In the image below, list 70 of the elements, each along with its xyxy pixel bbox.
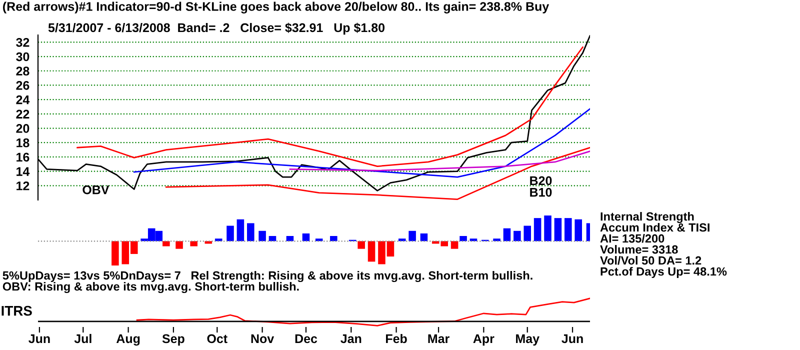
text: Accum Index & TISI bbox=[600, 223, 710, 232]
bar bbox=[247, 223, 254, 242]
x-tick-label: Mar bbox=[428, 334, 450, 344]
text: OBV: Rising & above its mvg.avg. Short-term bullish. bbox=[2, 282, 299, 294]
bar bbox=[574, 219, 582, 242]
text: Vol/Vol 50 DA= 1.2 bbox=[600, 256, 702, 265]
y-tick-label: 28 bbox=[16, 66, 30, 76]
y-tick-label: 18 bbox=[16, 138, 30, 148]
y-tick-label: 14 bbox=[16, 167, 30, 176]
bar bbox=[258, 230, 266, 242]
y-tick-label: 32 bbox=[16, 38, 30, 47]
x-tick-label: Jan bbox=[340, 334, 362, 344]
bar bbox=[330, 236, 338, 242]
bar bbox=[162, 241, 170, 246]
bar bbox=[524, 226, 532, 242]
bar bbox=[268, 236, 276, 242]
bar bbox=[302, 233, 310, 242]
bar bbox=[503, 228, 511, 242]
y-axis-title: ITRS bbox=[2, 306, 32, 316]
x-tick-label: Aug bbox=[116, 334, 140, 346]
y-tick-label: 30 bbox=[16, 52, 30, 62]
x-tick-label: Dec bbox=[295, 334, 318, 344]
y-tick-label: 22 bbox=[16, 110, 30, 118]
annotation: OBV bbox=[82, 185, 110, 194]
text: Volume= 3318 bbox=[600, 245, 678, 254]
x-tick-label: Jun bbox=[562, 334, 583, 344]
bar bbox=[554, 218, 562, 242]
y-tick-label: 20 bbox=[16, 124, 30, 133]
bar bbox=[408, 230, 416, 242]
bar bbox=[564, 218, 572, 242]
bar bbox=[460, 236, 467, 242]
x-tick-label: Sep bbox=[162, 334, 184, 346]
annotation: B10 bbox=[530, 188, 552, 197]
bar bbox=[544, 216, 552, 242]
bar bbox=[226, 226, 234, 242]
bar bbox=[190, 241, 198, 246]
x-tick-label: Feb bbox=[386, 334, 407, 344]
bar bbox=[236, 219, 244, 242]
bar bbox=[420, 233, 428, 242]
chart-subtitle: 5/31/2007 - 6/13/2008 Band= .2 Close= $32.91 Up $1.80 bbox=[48, 22, 385, 35]
y-tick-label: 24 bbox=[16, 95, 30, 104]
bar bbox=[358, 241, 365, 249]
y-tick-label: 26 bbox=[16, 81, 30, 90]
text: Internal Strength bbox=[600, 212, 694, 224]
bar bbox=[368, 241, 376, 262]
text: 5%UpDays= 13vs 5%DnDays= 7 Rel Strength: Rising & above its mvg.avg. Short-term bullish. bbox=[2, 271, 532, 282]
line-series bbox=[165, 146, 590, 200]
line-series bbox=[289, 150, 590, 172]
x-tick-label: Jun bbox=[28, 334, 50, 344]
annotation: B20 bbox=[530, 176, 552, 186]
bar bbox=[112, 241, 119, 266]
text: AI= 135/200 bbox=[600, 234, 664, 243]
y-tick-label: 12 bbox=[16, 181, 30, 190]
bar bbox=[514, 230, 521, 242]
text: Pct.of Days Up= 48.1% bbox=[600, 267, 727, 278]
bar bbox=[398, 238, 406, 242]
bar bbox=[176, 241, 183, 249]
bar bbox=[493, 238, 500, 242]
y-tick-label: 16 bbox=[16, 152, 30, 162]
x-tick-label: May bbox=[516, 334, 540, 346]
x-tick-label: Apr bbox=[473, 334, 494, 346]
bar bbox=[450, 241, 458, 249]
x-tick-label: Jul bbox=[74, 334, 92, 344]
x-tick-label: Nov bbox=[251, 334, 274, 344]
x-tick-label: Oct bbox=[207, 334, 228, 344]
line-series bbox=[133, 108, 590, 178]
chart-title: (Red arrows)#1 Indicator=90-d St-KLine goes back above 20/below 80.. Its gain= 238.8% Buy bbox=[3, 2, 550, 14]
bar bbox=[534, 218, 542, 242]
bar bbox=[286, 236, 294, 242]
line-series bbox=[76, 46, 584, 167]
